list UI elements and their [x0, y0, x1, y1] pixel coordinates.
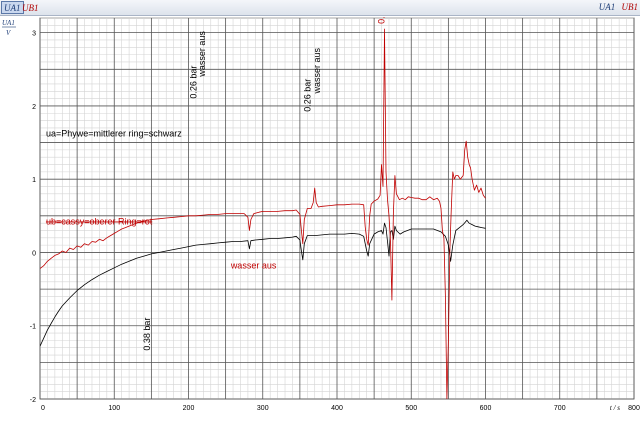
- y-tick-label: 0: [32, 250, 36, 257]
- series-line-ua1: [40, 219, 486, 347]
- y-axis-label: UA1: [2, 19, 15, 27]
- x-tick-label: 800: [628, 405, 640, 412]
- y-tick-label: 2: [32, 104, 36, 111]
- legend: UA1 UB1: [599, 1, 638, 14]
- x-tick-label: 200: [183, 405, 195, 412]
- annotation-label: ua=Phywe=mittlerer ring=schwarz: [46, 129, 182, 139]
- tab-ua1[interactable]: UA1: [1, 1, 24, 14]
- y-tick-label: -2: [30, 397, 36, 404]
- annotation-label: 0.26 bar: [302, 79, 312, 112]
- annotation-label: 0.26 bar: [189, 66, 199, 99]
- x-tick-label: 0: [41, 405, 45, 412]
- tab-ub1[interactable]: UB1: [22, 3, 39, 13]
- toolbar: UA1 UB1 UA1 UB1: [0, 0, 640, 16]
- annotation-label: wasser aus: [312, 47, 322, 94]
- x-tick-label: 100: [108, 405, 120, 412]
- annotation-label: wasser aus: [197, 31, 207, 78]
- x-tick-label: 700: [554, 405, 566, 412]
- x-tick-label: 300: [257, 405, 269, 412]
- x-axis-label: t / s: [610, 404, 620, 412]
- legend-entry-ua1: UA1: [598, 2, 616, 12]
- x-tick-label: 500: [405, 405, 417, 412]
- x-tick-label: 400: [331, 405, 343, 412]
- y-axis-unit: V: [6, 29, 11, 37]
- annotation-label: ub=cassy=oberer Ring=rot: [46, 217, 153, 227]
- series-line-ub1: [40, 28, 486, 399]
- legend-entry-ub1: UB1: [621, 2, 639, 12]
- annotation-label: wasser aus: [230, 261, 277, 271]
- annotation-label: 0.12 bar: [377, 16, 387, 24]
- chart-area[interactable]: 0 100 200 300 400 500 600 700 800 -2 -1 0 1 2 3 UA1 Vt /…: [0, 16, 640, 423]
- y-tick-label: -1: [30, 324, 36, 331]
- y-tick-label: 3: [32, 31, 36, 38]
- x-tick-label: 600: [480, 405, 492, 412]
- annotation-label: 0.38 bar: [142, 318, 152, 351]
- y-tick-label: 1: [32, 177, 36, 184]
